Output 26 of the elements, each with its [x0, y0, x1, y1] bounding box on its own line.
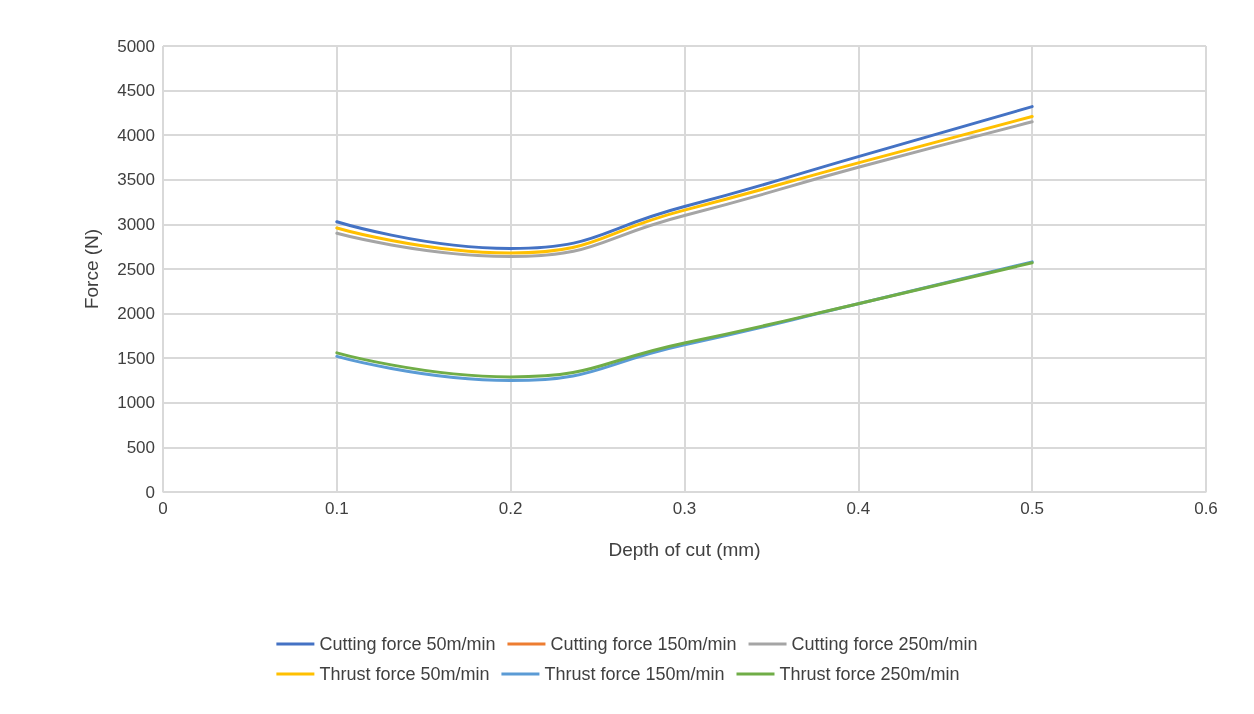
legend-label: Cutting force 250m/min [791, 634, 978, 654]
y-tick-label: 5000 [117, 36, 155, 56]
y-tick-label: 3000 [117, 214, 155, 234]
x-axis-title: Depth of cut (mm) [608, 539, 761, 560]
x-tick-label: 0 [158, 499, 168, 518]
legend-label: Thrust force 150m/min [544, 664, 725, 684]
y-tick-label: 1000 [117, 393, 155, 413]
legend-label: Thrust force 250m/min [779, 664, 960, 684]
x-tick-label: 0.4 [846, 499, 871, 518]
y-tick-label: 4000 [117, 125, 155, 145]
legend-label: Cutting force 150m/min [550, 634, 737, 654]
y-tick-label: 4500 [117, 81, 155, 101]
x-tick-label: 0.5 [1020, 499, 1044, 518]
y-tick-label: 2500 [117, 259, 155, 279]
x-tick-label: 0.1 [325, 499, 349, 518]
y-tick-label: 1500 [117, 348, 155, 368]
legend-label: Thrust force 50m/min [319, 664, 490, 684]
y-tick-label: 500 [126, 437, 155, 457]
y-axis-title: Force (N) [81, 228, 102, 310]
legend-label: Cutting force 50m/min [319, 634, 496, 654]
x-tick-label: 0.3 [672, 499, 697, 518]
y-tick-label: 0 [145, 482, 155, 502]
x-tick-label: 0.2 [498, 499, 523, 518]
x-tick-label: 0.6 [1194, 499, 1218, 518]
y-tick-label: 3500 [117, 170, 155, 190]
y-tick-label: 2000 [117, 304, 155, 324]
